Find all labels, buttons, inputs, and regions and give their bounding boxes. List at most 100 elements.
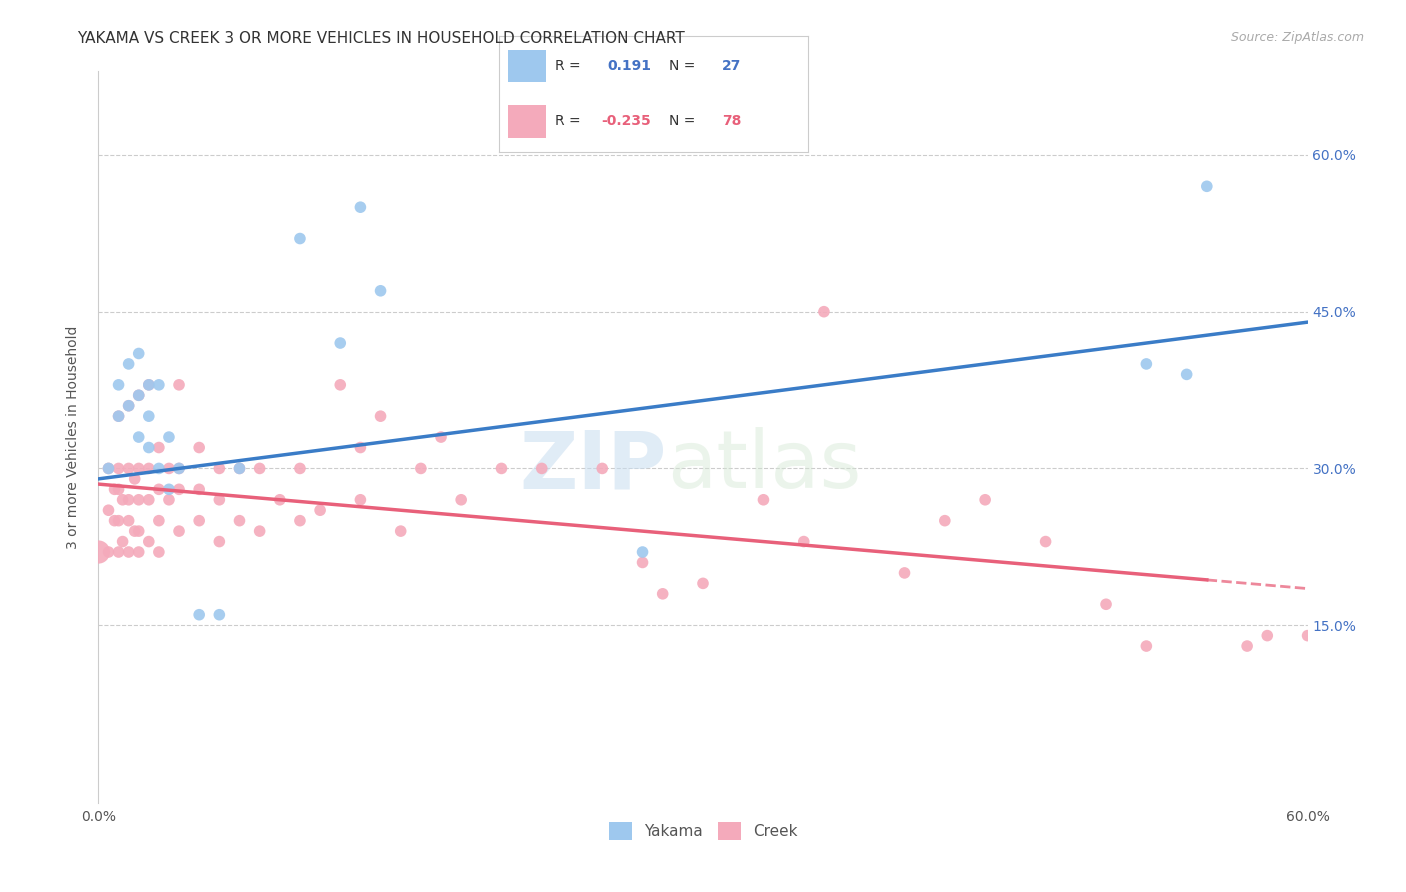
Point [157,461,180,475]
Point [591,461,613,475]
Point [269,492,291,507]
Point [103,514,125,528]
Point [148,545,170,559]
Point [118,492,141,507]
Point [813,304,835,318]
Point [138,534,160,549]
Point [118,399,141,413]
Point [138,441,160,455]
Point [249,524,271,538]
Point [249,461,271,475]
Point [793,534,815,549]
Point [752,492,775,507]
Point [118,399,141,413]
Point [148,377,170,392]
Point [138,492,160,507]
Point [138,461,160,475]
Point [107,377,129,392]
FancyBboxPatch shape [509,105,546,137]
Point [118,545,141,559]
Point [228,461,250,475]
Point [389,524,412,538]
Point [430,430,453,444]
Point [107,409,129,424]
Point [208,492,231,507]
Point [107,461,129,475]
Point [1095,597,1118,611]
Point [128,524,150,538]
Point [167,461,190,475]
Point [651,587,673,601]
Point [128,388,150,402]
Point [631,545,654,559]
Point [148,514,170,528]
Point [128,430,150,444]
Point [167,461,190,475]
Text: Source: ZipAtlas.com: Source: ZipAtlas.com [1230,31,1364,45]
Legend: Yakama, Creek: Yakama, Creek [603,815,803,847]
Point [1175,368,1198,382]
Point [288,461,311,475]
Point [128,492,150,507]
Point [208,534,231,549]
Point [349,492,371,507]
Point [1035,534,1057,549]
Point [188,607,211,622]
Point [349,200,371,214]
Point [157,430,180,444]
Point [111,534,134,549]
Point [148,461,170,475]
Point [450,492,472,507]
Point [188,483,211,497]
Text: N =: N = [669,114,700,128]
Text: 78: 78 [721,114,741,128]
Point [107,514,129,528]
Point [349,441,371,455]
Point [370,284,392,298]
Point [370,409,392,424]
Point [103,483,125,497]
Point [118,461,141,475]
Y-axis label: 3 or more Vehicles in Household: 3 or more Vehicles in Household [66,326,80,549]
Point [167,377,190,392]
Point [692,576,714,591]
Point [167,483,190,497]
Text: ZIP: ZIP [519,427,666,506]
Point [228,461,250,475]
Point [631,556,654,570]
Point [1135,639,1157,653]
Point [97,461,120,475]
Point [128,545,150,559]
Point [1195,179,1218,194]
Point [491,461,513,475]
Text: atlas: atlas [666,427,860,506]
Point [97,503,120,517]
Text: 27: 27 [721,59,741,73]
Text: -0.235: -0.235 [602,114,651,128]
Point [1256,629,1278,643]
Point [329,336,352,351]
Point [107,483,129,497]
Point [128,388,150,402]
Point [893,566,915,580]
Point [97,461,120,475]
Point [87,545,110,559]
Point [107,409,129,424]
Point [208,461,231,475]
Point [148,483,170,497]
Point [97,545,120,559]
Point [124,472,146,486]
Point [124,524,146,538]
Point [329,377,352,392]
Point [188,514,211,528]
Point [128,461,150,475]
Text: YAKAMA VS CREEK 3 OR MORE VEHICLES IN HOUSEHOLD CORRELATION CHART: YAKAMA VS CREEK 3 OR MORE VEHICLES IN HO… [77,31,685,46]
Point [118,357,141,371]
Point [118,514,141,528]
Point [157,483,180,497]
Point [1296,629,1319,643]
Point [138,377,160,392]
Point [309,503,332,517]
Point [1236,639,1258,653]
Point [288,514,311,528]
